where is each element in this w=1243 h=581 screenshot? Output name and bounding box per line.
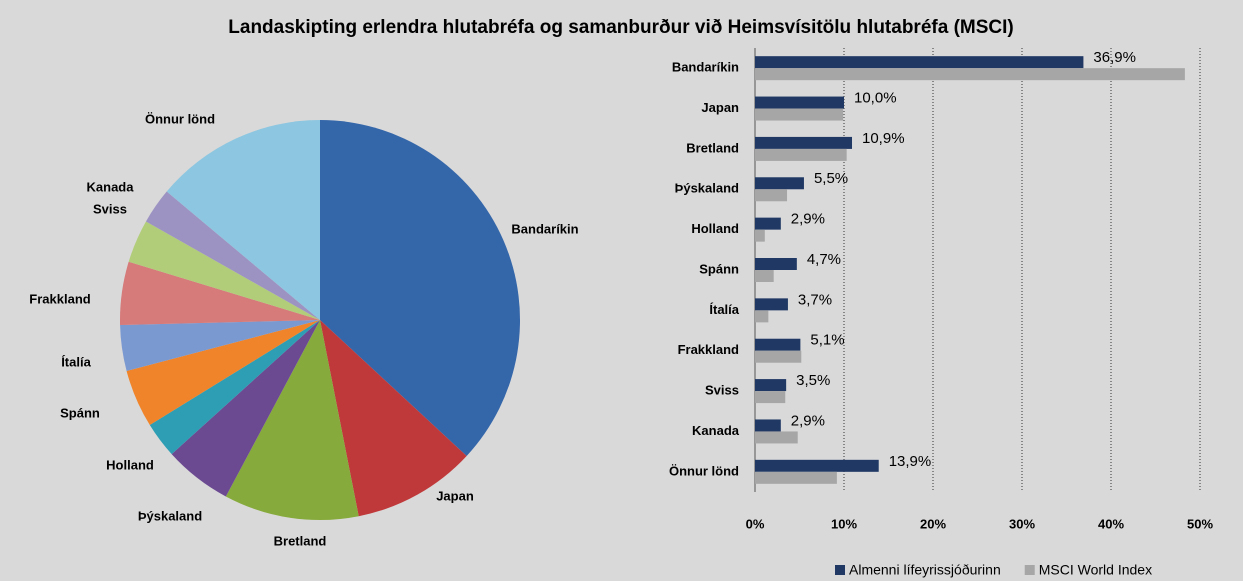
data-label: 2,9% <box>791 211 825 228</box>
data-label: 10,9% <box>862 130 905 147</box>
bar <box>755 459 879 472</box>
bar <box>755 270 774 282</box>
data-label: 2,9% <box>791 412 825 429</box>
bar <box>755 177 804 190</box>
pie-slice <box>320 120 520 456</box>
bar <box>755 136 853 149</box>
bar <box>755 350 802 363</box>
y-tick-label: Kanada <box>692 423 740 438</box>
legend-swatch <box>835 565 845 575</box>
legend-label: MSCI World Index <box>1039 562 1152 578</box>
pie-slice <box>320 320 467 517</box>
bar <box>755 96 844 109</box>
pie-slice <box>166 120 320 320</box>
pie-slice <box>120 261 321 326</box>
bar <box>755 68 1185 81</box>
pie-slice <box>225 320 359 520</box>
slice-label: Kanada <box>87 179 135 194</box>
pie-slice <box>126 320 320 426</box>
bar <box>755 108 844 121</box>
data-label: 36,9% <box>1093 49 1136 66</box>
y-tick-label: Holland <box>691 221 739 236</box>
bar <box>755 217 781 230</box>
y-tick-label: Ítalía <box>709 302 739 317</box>
bar <box>755 310 769 323</box>
chart-title: Landaskipting erlendra hlutabréfa og sam… <box>228 17 1013 38</box>
y-tick-label: Önnur lönd <box>669 463 739 478</box>
bar <box>755 431 798 444</box>
y-tick-label: Þýskaland <box>675 181 739 196</box>
pie-slice <box>120 320 320 371</box>
data-label: 10,0% <box>854 90 897 107</box>
x-tick-label: 40% <box>1098 516 1124 531</box>
bar <box>755 338 801 351</box>
y-tick-label: Frakkland <box>678 342 739 357</box>
slice-label: Spánn <box>60 405 100 420</box>
pie-slice <box>149 320 320 455</box>
bar <box>755 419 781 432</box>
bar <box>755 258 797 270</box>
slice-label: Bandaríkin <box>511 221 578 236</box>
legend-label: Almenni lífeyrissjóðurinn <box>849 562 1001 578</box>
y-tick-label: Bandaríkin <box>672 60 739 75</box>
pie-slice <box>171 320 320 497</box>
y-tick-label: Bretland <box>686 140 739 155</box>
x-tick-label: 30% <box>1009 516 1035 531</box>
bar <box>755 298 788 311</box>
bar <box>755 56 1084 69</box>
data-label: 4,7% <box>807 251 841 268</box>
x-tick-label: 10% <box>831 516 857 531</box>
y-tick-label: Sviss <box>705 383 739 398</box>
x-tick-label: 0% <box>746 516 765 531</box>
pie-slice <box>128 221 320 320</box>
data-label: 3,7% <box>798 291 832 308</box>
bar <box>755 189 788 202</box>
slice-label: Frakkland <box>29 291 90 306</box>
slice-label: Bretland <box>274 533 327 548</box>
slice-label: Sviss <box>93 201 127 216</box>
bar <box>755 379 787 392</box>
y-tick-label: Spánn <box>699 261 739 276</box>
x-tick-label: 20% <box>920 516 946 531</box>
slice-label: Önnur lönd <box>145 111 215 126</box>
slice-label: Ítalía <box>61 354 91 369</box>
bar <box>755 148 847 161</box>
slice-label: Holland <box>106 457 154 472</box>
legend-swatch <box>1024 565 1035 575</box>
x-tick-label: 50% <box>1187 516 1213 531</box>
bar <box>755 229 765 242</box>
bar <box>755 471 837 484</box>
pie-slice <box>145 191 320 320</box>
data-label: 5,1% <box>810 332 844 349</box>
y-tick-label: Japan <box>701 100 739 115</box>
data-label: 13,9% <box>889 453 932 470</box>
bar <box>755 391 786 404</box>
data-label: 3,5% <box>796 372 830 389</box>
slice-label: Þýskaland <box>138 508 202 523</box>
data-label: 5,5% <box>814 170 848 187</box>
slice-label: Japan <box>436 488 474 503</box>
